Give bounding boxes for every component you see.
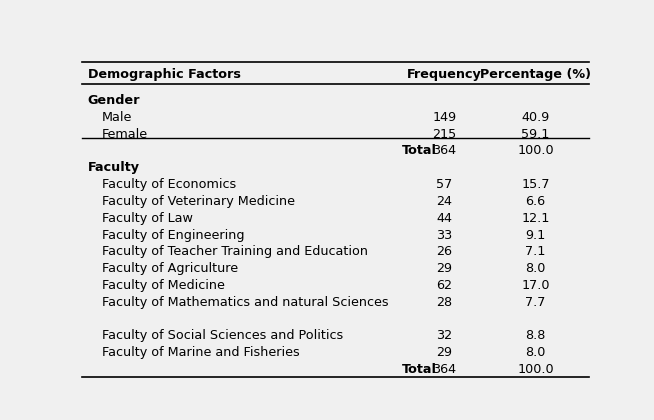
Text: 26: 26	[436, 245, 452, 258]
Text: 215: 215	[432, 128, 456, 141]
Text: 32: 32	[436, 329, 452, 342]
Text: Faculty of Agriculture: Faculty of Agriculture	[102, 262, 238, 275]
Text: 28: 28	[436, 296, 452, 309]
Text: Faculty of Mathematics and natural Sciences: Faculty of Mathematics and natural Scien…	[102, 296, 388, 309]
Text: Percentage (%): Percentage (%)	[480, 68, 591, 81]
Text: Faculty of Engineering: Faculty of Engineering	[102, 228, 245, 241]
Text: Faculty of Law: Faculty of Law	[102, 212, 193, 225]
Text: 9.1: 9.1	[525, 228, 545, 241]
Text: 59.1: 59.1	[521, 128, 549, 141]
Text: Female: Female	[102, 128, 148, 141]
Text: 8.8: 8.8	[525, 329, 545, 342]
Text: 62: 62	[436, 279, 452, 292]
Text: 7.1: 7.1	[525, 245, 545, 258]
Text: 8.0: 8.0	[525, 262, 545, 275]
Text: 149: 149	[432, 111, 456, 124]
Text: Faculty of Marine and Fisheries: Faculty of Marine and Fisheries	[102, 346, 300, 359]
Text: Frequency: Frequency	[407, 68, 481, 81]
Text: 40.9: 40.9	[521, 111, 549, 124]
Text: Faculty of Social Sciences and Politics: Faculty of Social Sciences and Politics	[102, 329, 343, 342]
Text: 24: 24	[436, 195, 452, 208]
Text: Gender: Gender	[88, 94, 141, 107]
Text: 33: 33	[436, 228, 453, 241]
Text: Faculty of Veterinary Medicine: Faculty of Veterinary Medicine	[102, 195, 295, 208]
Text: Male: Male	[102, 111, 132, 124]
Text: Total: Total	[402, 363, 437, 376]
Text: 364: 364	[432, 363, 456, 376]
Text: Faculty: Faculty	[88, 161, 140, 174]
Text: 8.0: 8.0	[525, 346, 545, 359]
Text: 17.0: 17.0	[521, 279, 549, 292]
Text: 12.1: 12.1	[521, 212, 549, 225]
Text: 100.0: 100.0	[517, 363, 554, 376]
Text: 15.7: 15.7	[521, 178, 549, 191]
Text: 7.7: 7.7	[525, 296, 545, 309]
Text: 57: 57	[436, 178, 453, 191]
Text: 29: 29	[436, 346, 452, 359]
Text: Total: Total	[402, 144, 437, 158]
Text: 29: 29	[436, 262, 452, 275]
Text: 364: 364	[432, 144, 456, 158]
Text: Faculty of Teacher Training and Education: Faculty of Teacher Training and Educatio…	[102, 245, 368, 258]
Text: 6.6: 6.6	[525, 195, 545, 208]
Text: 100.0: 100.0	[517, 144, 554, 158]
Text: Faculty of Economics: Faculty of Economics	[102, 178, 236, 191]
Text: Demographic Factors: Demographic Factors	[88, 68, 241, 81]
Text: 44: 44	[436, 212, 452, 225]
Text: Faculty of Medicine: Faculty of Medicine	[102, 279, 225, 292]
